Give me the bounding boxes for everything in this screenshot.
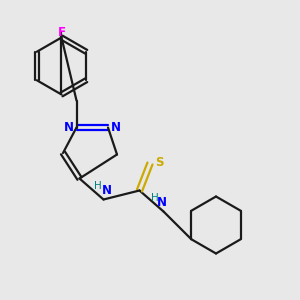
Text: N: N <box>64 121 74 134</box>
Text: S: S <box>155 155 163 169</box>
Text: F: F <box>58 26 65 40</box>
Text: H: H <box>151 193 158 203</box>
Text: H: H <box>94 181 101 191</box>
Text: N: N <box>101 184 112 196</box>
Text: N: N <box>110 121 121 134</box>
Text: N: N <box>157 196 167 208</box>
